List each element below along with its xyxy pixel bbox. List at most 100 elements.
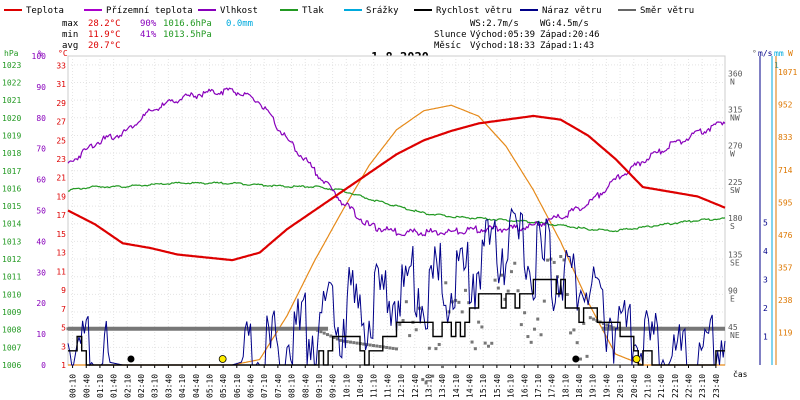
series-smer-point [582, 321, 586, 325]
series-smer-point [437, 342, 441, 346]
stats-min-temp: 11.9°C [88, 30, 121, 40]
stats-block: max 28.2°C 90% 1016.6hPa 0.0mm min 11.9°… [62, 19, 253, 51]
x-tick-label: 10:10 [342, 374, 351, 398]
left-axes: 1023102210211020101910181017101610151014… [2, 52, 66, 370]
series-smer-point [605, 323, 609, 327]
x-tick-label: 02:10 [123, 374, 132, 398]
axis-temp-tick: 7 [61, 305, 66, 314]
series-smer-point [427, 346, 431, 350]
series-smer-point [592, 317, 596, 321]
series-vlhkost [67, 87, 726, 237]
series-smer-point [506, 289, 510, 293]
x-tick-label: 00:10 [69, 374, 78, 398]
series-smer-point [480, 325, 484, 329]
x-tick-label: 17:10 [534, 374, 543, 398]
x-tick-label: 19:40 [602, 374, 611, 398]
axis-dir-tick: 90 [728, 287, 738, 296]
axis-hpa-tick: 1018 [2, 149, 21, 158]
series-smer-point [457, 300, 461, 304]
series-smer-point [322, 331, 326, 335]
x-tick-label: 23:40 [712, 374, 721, 398]
axis-wm2-tick: 833 [778, 133, 793, 142]
series-smer-point [378, 344, 382, 348]
series-smer-point [362, 342, 366, 346]
series-smer-point [375, 344, 379, 348]
x-tick-label: 22:40 [685, 374, 694, 398]
axis-dir-name: W [730, 150, 735, 159]
series-smer-point [513, 261, 517, 265]
series-smer-point [532, 327, 536, 331]
series-smer-point [404, 300, 408, 304]
markers-layer [127, 355, 641, 363]
x-tick-label: 03:10 [151, 374, 160, 398]
x-tick-label: 04:10 [178, 374, 187, 398]
series-smer-point [467, 301, 471, 305]
stats-max-hum: 90% [140, 19, 157, 29]
x-tick-label: 05:40 [219, 374, 228, 398]
series-smer-point [463, 288, 467, 292]
axis-temp-tick: 9 [61, 286, 66, 295]
series-smer-point [444, 281, 448, 285]
x-tick-label: 17:40 [548, 374, 557, 398]
grid [67, 55, 726, 366]
axis-pct-tick: 70 [36, 145, 46, 154]
series-smer-point [339, 338, 343, 342]
axis-hpa-tick: 1019 [2, 131, 21, 140]
axis-dir-name: SW [730, 186, 740, 195]
axis-dir-tick: 315 [728, 106, 743, 115]
axis-dir-tick: 45 [728, 323, 738, 332]
x-tick-label: 18:40 [575, 374, 584, 398]
series-smer-point [434, 347, 438, 351]
series-smer-point [460, 310, 464, 314]
axis-wm2-tick: 238 [778, 296, 793, 305]
axis-wm2-tick: 595 [778, 198, 793, 207]
axis-temp-tick: 23 [56, 155, 66, 164]
series-smer-point [559, 255, 563, 259]
axis-dir-tick: 360 [728, 69, 743, 78]
x-tick-label: 06:10 [233, 374, 242, 398]
series-smer-point [372, 344, 376, 348]
series-rychlost [68, 278, 725, 366]
axis-mm-label: mm [774, 49, 784, 58]
axis-temp-tick: 25 [56, 136, 66, 145]
series-smer-point [539, 333, 543, 337]
axis-dir-name: N [730, 77, 735, 86]
axis-temp-tick: 13 [56, 249, 66, 258]
legend-item: Směr větru [640, 6, 694, 16]
legend-item: Teplota [26, 6, 64, 16]
series-smer-point [536, 317, 540, 321]
series-smer-point [500, 273, 504, 277]
x-tick-label: 01:10 [96, 374, 105, 398]
axis-pct-tick: 80 [36, 114, 46, 123]
legend-item: Přízemní teplota [106, 6, 193, 16]
series-smer-point [546, 258, 550, 262]
x-tick-label: 22:10 [671, 374, 680, 398]
x-tick-label: 12:10 [397, 374, 406, 398]
series-smer-point [529, 340, 533, 344]
series-smer-point [401, 319, 405, 323]
series-smer-point [398, 322, 402, 326]
series-smer-point [509, 270, 513, 274]
series-smer-point [483, 341, 487, 345]
axis-temp-tick: 11 [56, 267, 66, 276]
stats-min-press: 1013.5hPa [163, 30, 212, 40]
x-tick-label: 11:10 [370, 374, 379, 398]
x-tick-label: 18:10 [561, 374, 570, 398]
axis-temp-tick: 27 [56, 118, 66, 127]
series-smer-point [335, 337, 339, 341]
sun-set: Západ:20:46 [540, 30, 600, 40]
series-smer-point [395, 347, 398, 351]
x-tick-label: 09:40 [329, 374, 338, 398]
axis-hpa-tick: 1007 [2, 343, 21, 352]
plot-area [67, 55, 726, 366]
legend-item: Rychlost větru [436, 6, 512, 16]
series-smer-point [585, 354, 589, 358]
axis-ms-tick: 1 [763, 333, 768, 342]
x-tick-label: 04:40 [192, 374, 201, 398]
series-smer-point [470, 340, 474, 344]
axis-dir-tick: 225 [728, 178, 743, 187]
stats-max-temp: 28.2°C [88, 19, 121, 29]
axis-hpa-tick: 1020 [2, 114, 21, 123]
axis-hpa-tick: 1008 [2, 326, 21, 335]
